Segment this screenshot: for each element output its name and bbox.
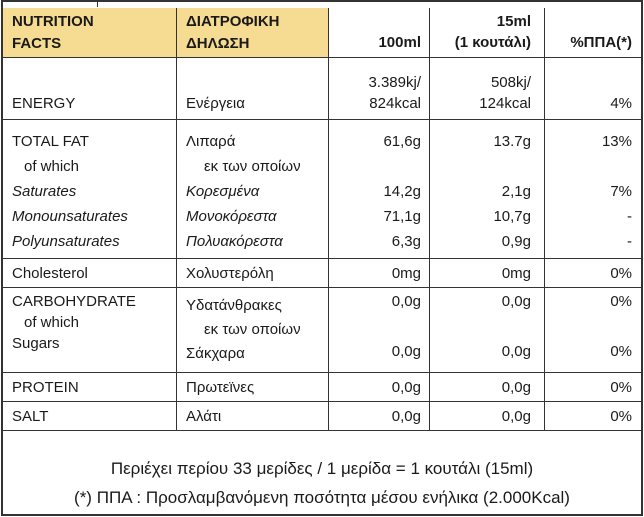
saturates-label-gr: Κορεσμένα	[186, 183, 260, 200]
fat-rda-values: 13% 7% - -	[545, 120, 641, 258]
fat-per15: 13.7g	[493, 133, 531, 150]
fat-rda: 13%	[601, 133, 632, 150]
spacer	[545, 154, 632, 179]
cholesterol-row: Cholesterol Χολυστερόλη 0mg 0mg 0%	[3, 259, 641, 288]
fat-per15-values: 13.7g 2,1g 10,7g 0,9g	[430, 120, 545, 258]
protein-rda: 0%	[610, 379, 632, 396]
carbohydrate-per15: 0,0g	[501, 293, 531, 310]
energy-label-gr: Ενέργεια	[177, 58, 329, 119]
monounsaturates-label-gr: Μονοκόρεστα	[186, 208, 277, 225]
fat-label-gr: Λιπαρά	[186, 133, 236, 150]
header-col-rda: %ΠΠΑ(*)	[570, 34, 632, 51]
fat-per100: 61,6g	[383, 133, 421, 150]
rda-definition-note: (*) ΠΠΑ : Προσλαμβανόμενη ποσότητα μέσου…	[74, 488, 570, 507]
header-col-serving: 15ml (1 κουτάλι)	[430, 8, 545, 57]
fat-labels-gr: Λιπαρά εκ των οποίων Κορεσμένα Μονοκόρεσ…	[177, 120, 329, 258]
energy-row: ENERGY Ενέργεια 3.389kj/ 824kcal 508kj/ …	[3, 58, 641, 120]
sugars-label-en: Sugars	[12, 335, 60, 352]
carb-per15-values: 0,0g 0,0g	[430, 288, 545, 372]
carb-labels-gr: Υδατάνθρακες εκ των οποίων Σάκχαρα	[177, 288, 329, 372]
sugars-per100: 0,0g	[391, 343, 421, 360]
protein-row: PROTEIN Πρωτεϊνες 0,0g 0,0g 0%	[3, 373, 641, 402]
polyunsaturates-label-en: Polyunsaturates	[12, 233, 120, 250]
protein-label-en: PROTEIN	[3, 373, 177, 401]
salt-label-gr: Αλάτι	[177, 402, 329, 430]
fat-per100-values: 61,6g 14,2g 71,1g 6,3g	[329, 120, 430, 258]
carbohydrate-row: CARBOHYDRATE of which Sugars Υδατάνθρακε…	[3, 288, 641, 373]
header-title-en: NUTRITION FACTS	[3, 8, 177, 57]
carbohydrate-label-en: CARBOHYDRATE	[12, 293, 136, 310]
polyunsaturates-label-gr: Πολυακόρεστα	[186, 233, 283, 250]
salt-row: SALT Αλάτι 0,0g 0,0g 0%	[3, 402, 641, 431]
energy-label-en: ENERGY	[3, 58, 177, 119]
polyunsaturates-per100: 6,3g	[391, 233, 421, 250]
carb-ofwhich-en: of which	[24, 314, 80, 331]
fat-ofwhich-gr: εκ των οποίων	[204, 158, 301, 175]
carb-ofwhich-gr: εκ των οποίων	[204, 321, 301, 338]
carbohydrate-per100: 0,0g	[391, 293, 421, 310]
spacer	[430, 154, 531, 179]
protein-per100: 0,0g	[329, 373, 430, 401]
salt-label-en: SALT	[3, 402, 177, 430]
carbohydrate-rda: 0%	[610, 293, 632, 310]
cholesterol-per15: 0mg	[430, 259, 545, 287]
sugars-label-gr: Σάκχαρα	[186, 345, 245, 362]
carbohydrate-label-gr: Υδατάνθρακες	[186, 297, 282, 314]
carb-per100-values: 0,0g 0,0g	[329, 288, 430, 372]
saturates-label-en: Saturates	[12, 183, 77, 200]
fat-labels-en: TOTAL FAT of which Saturates Monounsatur…	[3, 120, 177, 258]
fat-label-en: TOTAL FAT	[12, 133, 89, 150]
footer-notes: Περιέχει περίου 33 μερίδες / 1 μερίδα = …	[3, 431, 641, 514]
cholesterol-per100: 0mg	[329, 259, 430, 287]
header-col-100ml: 100ml	[329, 8, 430, 57]
monounsaturates-per100: 71,1g	[383, 208, 421, 225]
protein-per15: 0,0g	[430, 373, 545, 401]
polyunsaturates-per15: 0,9g	[501, 233, 531, 250]
top-strip	[3, 2, 641, 8]
cholesterol-label-gr: Χολυστερόλη	[177, 259, 329, 287]
salt-per15: 0,0g	[430, 402, 545, 430]
sugars-rda: 0%	[610, 343, 632, 360]
energy-rda: 4%	[610, 95, 632, 112]
monounsaturates-rda: -	[627, 208, 632, 225]
polyunsaturates-rda: -	[627, 233, 632, 250]
protein-label-gr: Πρωτεϊνες	[177, 373, 329, 401]
fat-row: TOTAL FAT of which Saturates Monounsatur…	[3, 120, 641, 259]
servings-note: Περιέχει περίου 33 μερίδες / 1 μερίδα = …	[110, 459, 534, 478]
cholesterol-rda: 0%	[610, 265, 632, 282]
fat-ofwhich-en: of which	[24, 158, 80, 175]
header-row: NUTRITION FACTS ΔΙΑΤΡΟΦΙΚΗ ΔΗΛΩΣΗ 100ml …	[3, 8, 641, 58]
monounsaturates-label-en: Monounsaturates	[12, 208, 128, 225]
energy-per15: 508kj/ 124kcal	[430, 58, 545, 119]
carb-rda-values: 0% 0%	[545, 288, 641, 372]
sugars-per15: 0,0g	[501, 343, 531, 360]
saturates-rda: 7%	[610, 183, 632, 200]
salt-per100: 0,0g	[329, 402, 430, 430]
header-title-gr: ΔΙΑΤΡΟΦΙΚΗ ΔΗΛΩΣΗ	[177, 8, 329, 57]
spacer	[329, 154, 421, 179]
cholesterol-label-en: Cholesterol	[3, 259, 177, 287]
monounsaturates-per15: 10,7g	[493, 208, 531, 225]
saturates-per100: 14,2g	[383, 183, 421, 200]
salt-rda: 0%	[610, 408, 632, 425]
energy-per100: 3.389kj/ 824kcal	[329, 58, 430, 119]
top-strip-divider	[97, 2, 98, 7]
saturates-per15: 2,1g	[501, 183, 531, 200]
carb-labels-en: CARBOHYDRATE of which Sugars	[3, 288, 177, 372]
